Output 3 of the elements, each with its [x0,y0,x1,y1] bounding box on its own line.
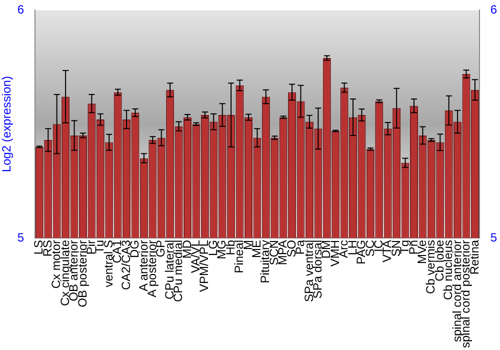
y-axis-title: Log2 (expression) [0,76,14,172]
y2-tick-label: 6 [490,2,498,17]
y2-tick-label: 5 [490,230,498,244]
